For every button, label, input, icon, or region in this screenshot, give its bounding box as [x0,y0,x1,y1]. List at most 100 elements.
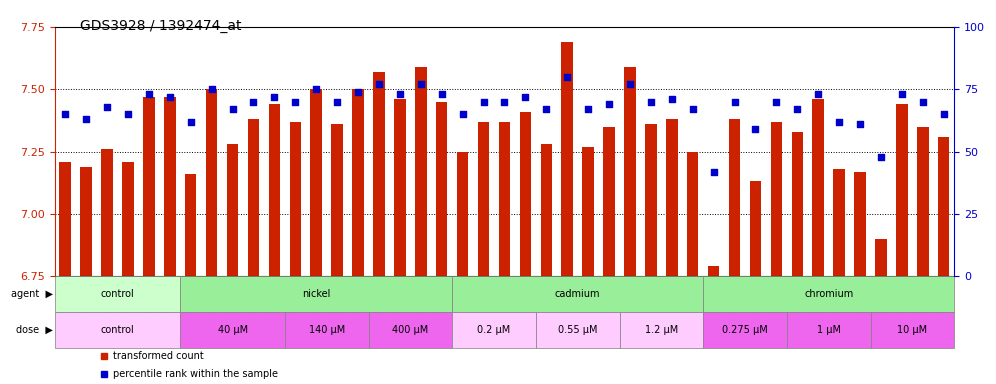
Bar [290,122,301,276]
Text: dose  ▶: dose ▶ [16,325,53,335]
Point [351,89,367,95]
Text: cadmium: cadmium [555,289,601,299]
Point [790,106,806,112]
Bar [55,276,180,312]
Bar [620,312,703,348]
Text: percentile rank within the sample: percentile rank within the sample [114,369,278,379]
Point [371,81,386,87]
Bar [102,149,113,276]
Point [705,169,721,175]
Point [100,104,116,110]
Bar [374,72,384,276]
Point [476,99,492,105]
Bar [180,276,452,312]
Bar [536,312,620,348]
Bar [81,167,92,276]
Bar [666,119,677,276]
Bar [871,312,954,348]
Bar [729,119,740,276]
Text: 1 μM: 1 μM [817,325,841,335]
Point [685,106,701,112]
Bar [562,42,573,276]
Point [581,106,597,112]
Point [853,121,869,127]
Point [288,99,304,105]
Point [560,74,576,80]
Text: 1.2 μM: 1.2 μM [644,325,678,335]
Text: chromium: chromium [804,289,854,299]
Bar [520,112,531,276]
Bar [771,122,782,276]
Text: GDS3928 / 1392474_at: GDS3928 / 1392474_at [80,19,241,33]
Text: 0.275 μM: 0.275 μM [722,325,768,335]
Bar [457,152,468,276]
Bar [394,99,405,276]
Bar [583,147,594,276]
Point [225,106,241,112]
Point [664,96,680,102]
Text: 400 μM: 400 μM [392,325,428,335]
Bar [285,312,369,348]
Bar [645,124,656,276]
Bar [180,312,285,348]
Bar [353,89,364,276]
Point [602,101,618,107]
Point [832,119,848,125]
Bar [499,122,510,276]
Bar [60,162,71,276]
Bar [452,276,703,312]
Point [727,99,743,105]
Point [329,99,346,105]
Text: transformed count: transformed count [114,351,204,361]
Bar [311,89,322,276]
Bar [938,137,949,276]
Point [204,86,220,92]
Point [622,81,638,87]
Bar [855,172,866,276]
Bar [248,119,259,276]
Point [769,99,785,105]
Point [894,91,910,97]
Bar [478,122,489,276]
Bar [604,127,615,276]
Point [413,81,429,87]
Point [58,111,74,117]
Point [434,91,450,97]
Text: nickel: nickel [302,289,331,299]
Bar [703,276,954,312]
Point [748,126,764,132]
Bar [813,99,824,276]
Point [120,111,135,117]
Bar [452,312,536,348]
Bar [123,162,133,276]
Bar [834,169,845,276]
Bar [792,132,803,276]
Bar [703,312,787,348]
Text: 0.2 μM: 0.2 μM [477,325,511,335]
Point [811,91,827,97]
Point [141,91,157,97]
Bar [206,89,217,276]
Point [161,94,178,100]
Point [309,86,325,92]
Bar [55,312,180,348]
Bar [415,67,426,276]
Point [454,111,471,117]
Bar [227,144,238,276]
Bar [750,182,761,276]
Bar [369,312,452,348]
Bar [708,266,719,276]
Bar [917,127,928,276]
Text: agent  ▶: agent ▶ [11,289,53,299]
Point [539,106,555,112]
Bar [624,67,635,276]
Bar [269,104,280,276]
Point [79,116,95,122]
Text: 40 μM: 40 μM [217,325,248,335]
Bar [143,97,154,276]
Point [183,119,199,125]
Text: 10 μM: 10 μM [897,325,927,335]
Point [643,99,659,105]
Text: 140 μM: 140 μM [309,325,345,335]
Bar [687,152,698,276]
